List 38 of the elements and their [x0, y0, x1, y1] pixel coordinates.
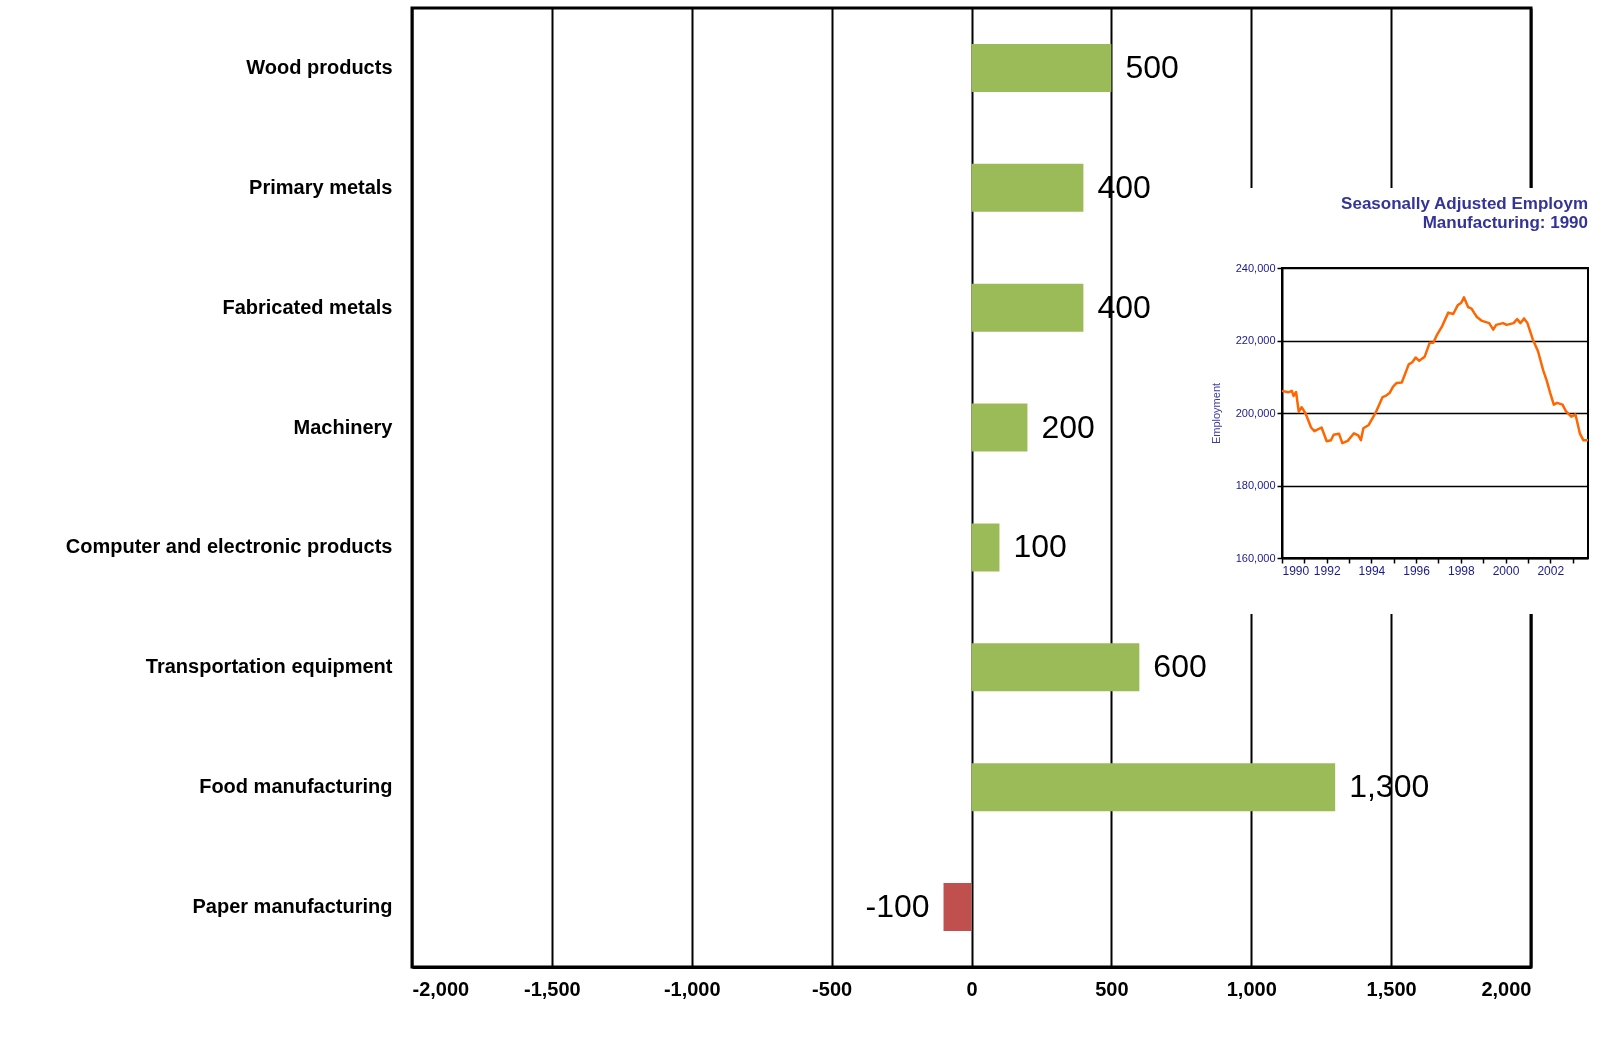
chart-title: Seasonally Adjusted Employm	[1341, 194, 1588, 213]
data-label: 200	[1041, 408, 1095, 445]
y-tick-label: Paper manufacturing	[192, 895, 393, 918]
x-tick-label: 2,000	[1481, 977, 1532, 1000]
x-tick-label: -1,500	[524, 977, 581, 1000]
x-tick-label: 1994	[1358, 563, 1386, 578]
y-tick-label: 240,000	[1235, 261, 1276, 274]
x-tick-label: 1992	[1313, 563, 1341, 578]
line-series	[1280, 296, 1590, 445]
y-tick-label: Computer and electronic products	[65, 535, 393, 558]
x-tick-label: 1990	[1282, 563, 1310, 578]
x-tick-label: 2000	[1492, 563, 1520, 578]
y-tick-label: 200,000	[1235, 406, 1276, 419]
y-tick-label: 160,000	[1235, 551, 1276, 564]
y-tick-label: 180,000	[1235, 479, 1276, 491]
x-tick-label: 1998	[1447, 563, 1475, 578]
y-tick-label: 220,000	[1235, 334, 1276, 346]
x-tick-label: 2002	[1537, 563, 1565, 578]
chart-subtitle: Manufacturing: 1990	[1422, 213, 1588, 232]
y-tick-label: Machinery	[293, 415, 394, 438]
data-label: 100	[1013, 528, 1067, 565]
x-tick-label: -1,000	[663, 977, 721, 1000]
y-tick-label: Food manufacturing	[199, 775, 393, 798]
x-tick-label: 500	[1095, 977, 1129, 1000]
x-tick-label: 1,500	[1366, 977, 1417, 1000]
x-tick-label: -500	[812, 977, 853, 1000]
y-axis-title: Employment	[1209, 382, 1222, 445]
y-tick-label: Primary metals	[249, 175, 393, 198]
y-tick-label: Wood products	[246, 55, 393, 78]
x-tick-label: 1996	[1403, 563, 1431, 578]
data-label: 500	[1125, 48, 1179, 85]
data-label: -100	[865, 888, 930, 925]
y-tick-label: Fabricated metals	[222, 295, 393, 318]
x-tick-label: 0	[966, 977, 978, 1000]
x-tick-label: 1,000	[1226, 977, 1277, 1000]
y-tick-label: Transportation equipment	[145, 655, 393, 678]
x-tick-label: -2,000	[412, 977, 470, 1000]
data-label: 600	[1153, 648, 1207, 685]
